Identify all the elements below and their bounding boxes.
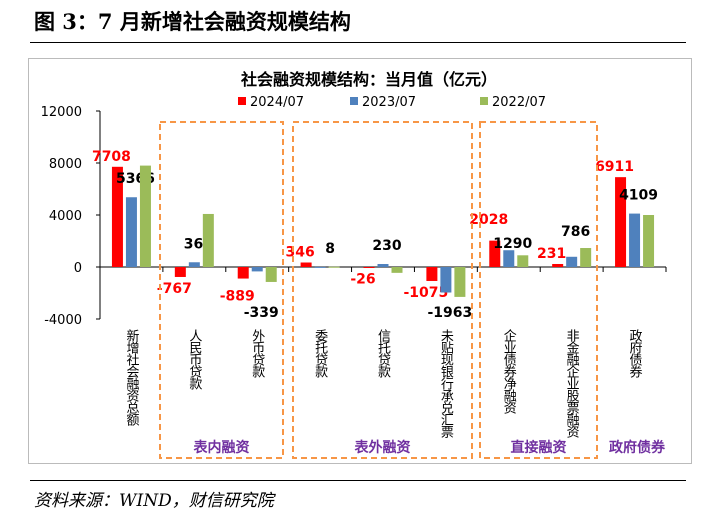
- bar-2022/07-1: [202, 213, 214, 267]
- bar-2023/07-7: [566, 256, 578, 267]
- bar-2024/07-4: [363, 267, 375, 268]
- bar-2022/07-2: [265, 267, 277, 282]
- bar-2022/07-6: [517, 255, 529, 267]
- data-label: 231: [537, 246, 566, 262]
- legend-label: 2022/07: [492, 95, 546, 110]
- group-label: 政府债券: [609, 439, 666, 456]
- data-label: -1075: [403, 285, 448, 301]
- source-rule: [30, 480, 686, 481]
- legend-label: 2024/07: [250, 95, 304, 110]
- data-label: -339: [244, 305, 279, 321]
- category-label: 外币贷款: [249, 329, 265, 377]
- y-tick-label: 0: [74, 261, 82, 276]
- bar-2024/07-0: [111, 166, 123, 267]
- bar-2023/07-3: [314, 266, 326, 268]
- bar-2023/07-5: [440, 267, 452, 293]
- title-rule: [30, 42, 686, 43]
- figure-title: 图 3：7 月新增社会融资规模结构: [34, 9, 351, 34]
- y-tick-label: 12000: [41, 105, 82, 120]
- data-label: -1963: [427, 305, 472, 321]
- bar-2023/07-2: [251, 267, 263, 272]
- source-note: 资料来源：WIND，财信研究院: [34, 491, 274, 511]
- bar-2022/07-5: [454, 267, 466, 297]
- bar-2023/07-8: [629, 213, 641, 267]
- category-label: 人民币贷款: [186, 329, 202, 389]
- bar-2024/07-2: [237, 267, 249, 279]
- group-label: 表外融资: [354, 439, 411, 456]
- data-label: 4109: [619, 188, 658, 204]
- group-label: 直接融资: [511, 439, 567, 456]
- group-box: [479, 121, 598, 459]
- chart-title: 社会融资规模结构：当月值（亿元）: [240, 70, 497, 89]
- y-tick-label: 8000: [49, 157, 82, 172]
- bar-2023/07-4: [377, 264, 389, 267]
- data-label: 230: [372, 238, 401, 254]
- group-label: 表内融资: [193, 439, 250, 456]
- bar-2022/07-8: [643, 215, 655, 267]
- chart-frame: [28, 58, 692, 464]
- category-label: 企业债券净融资: [500, 329, 516, 413]
- data-label: 6911: [595, 159, 634, 175]
- legend-swatch-2022/07: [480, 97, 488, 105]
- bar-2022/07-0: [139, 165, 151, 267]
- data-label: 2028: [469, 212, 508, 228]
- legend-label: 2023/07: [362, 95, 416, 110]
- data-label: 346: [285, 245, 314, 261]
- legend-swatch-2023/07: [350, 97, 358, 105]
- bar-2022/07-4: [391, 267, 403, 273]
- bar-2024/07-3: [300, 262, 312, 267]
- bar-2023/07-0: [125, 197, 137, 267]
- bar-2022/07-7: [580, 248, 592, 267]
- category-label: 委托贷款: [312, 329, 328, 377]
- data-label: -767: [157, 281, 192, 297]
- y-tick-label: -4000: [44, 313, 82, 328]
- category-label: 未贴现银行承兑汇票: [437, 329, 453, 437]
- bar-2024/07-8: [615, 177, 627, 267]
- data-label: -889: [220, 289, 255, 305]
- category-label: 信托贷款: [375, 329, 390, 377]
- data-label: 8: [325, 241, 335, 257]
- bar-2023/07-1: [188, 262, 200, 267]
- category-label: 政府债券: [626, 329, 642, 377]
- data-label: 786: [561, 224, 590, 240]
- bar-2024/07-1: [174, 267, 186, 277]
- bar-2024/07-5: [426, 267, 438, 281]
- data-label: 7708: [92, 149, 131, 165]
- bar-2023/07-6: [503, 250, 515, 267]
- y-tick-label: 4000: [49, 209, 82, 224]
- data-label: -26: [350, 271, 375, 287]
- category-label: 新增社会融资总额: [123, 329, 139, 425]
- bar-2024/07-7: [552, 263, 564, 267]
- bar-2022/07-3: [328, 266, 340, 268]
- data-label: 1290: [493, 236, 532, 252]
- bar-2024/07-6: [489, 240, 501, 267]
- group-box: [292, 121, 473, 459]
- category-label: 非金融企业股票融资: [563, 329, 579, 437]
- group-box: [159, 121, 284, 459]
- legend-swatch-2024/07: [238, 97, 246, 105]
